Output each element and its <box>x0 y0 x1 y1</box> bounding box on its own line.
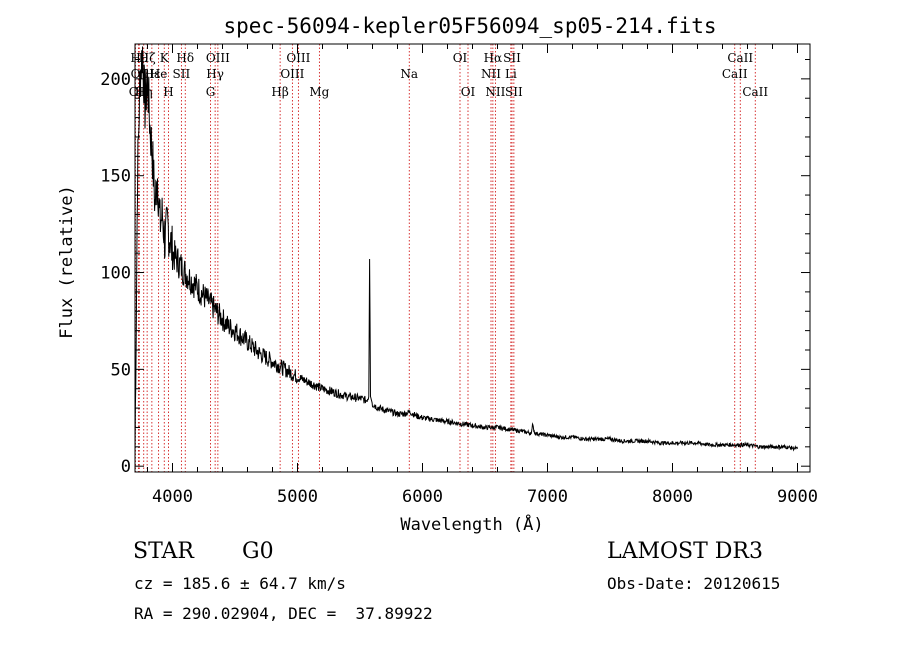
line-marker-label: H <box>163 85 173 99</box>
line-marker-label: CaII <box>722 67 748 81</box>
line-marker-label: O <box>131 67 141 81</box>
x-tick-label: 4000 <box>152 487 193 507</box>
line-marker-label: OIII <box>206 51 230 65</box>
emission-line-markers <box>135 44 756 472</box>
line-marker-label: SII <box>503 51 521 65</box>
line-marker-label: OIII <box>286 51 310 65</box>
line-marker-label: He <box>150 67 168 81</box>
line-marker-label: K <box>160 51 170 65</box>
line-marker-label: OIII <box>280 67 304 81</box>
line-marker-label: Hγ <box>206 67 224 81</box>
y-axis-ticks: 0 50 100 150 200 <box>100 58 810 477</box>
x-tick-label: 6000 <box>402 487 443 507</box>
x-tick-label: 5000 <box>277 487 318 507</box>
spectrum-line <box>134 46 798 458</box>
emission-line-labels: OOIIHθHηHζHεHeKHSIIHδGHγOIIIHβOIIIOIIIMg… <box>129 51 769 99</box>
line-marker-label: OI <box>453 51 468 65</box>
line-marker-label: Mg <box>309 85 329 99</box>
line-marker-label: OI <box>461 85 476 99</box>
line-marker-label: CaII <box>727 51 753 65</box>
x-tick-label: 7000 <box>527 487 568 507</box>
chart-title: spec-56094-kepler05F56094_sp05-214.fits <box>223 14 716 38</box>
plot-frame <box>134 43 811 473</box>
x-axis-label: Wavelength (Å) <box>400 513 543 535</box>
line-marker-label: SII <box>505 85 523 99</box>
line-marker-label: G <box>206 85 216 99</box>
line-marker-label: Hα <box>484 51 503 65</box>
redshift-text: cz = 185.6 ± 64.7 km/s <box>134 574 346 593</box>
y-tick-label: 100 <box>100 264 131 284</box>
y-axis-label: Flux (relative) <box>57 185 77 339</box>
y-tick-label: 150 <box>100 167 131 187</box>
line-marker-label: Li <box>505 67 517 81</box>
x-tick-label: 9000 <box>777 487 818 507</box>
line-marker-label: Hβ <box>271 85 288 99</box>
x-tick-label: 8000 <box>652 487 693 507</box>
line-marker-label: Hδ <box>176 51 194 65</box>
subclass-label: G0 <box>242 539 274 564</box>
y-tick-label: 200 <box>100 70 131 90</box>
classification-label: STAR <box>133 539 194 564</box>
line-marker-label: NII <box>485 85 505 99</box>
line-marker-label: Na <box>400 67 418 81</box>
coordinates-text: RA = 290.02904, DEC = 37.89922 <box>134 604 433 623</box>
obs-date-text: Obs-Date: 20120615 <box>607 574 781 593</box>
survey-label: LAMOST DR3 <box>607 539 763 564</box>
x-axis-ticks: 4000 5000 6000 7000 8000 9000 <box>147 44 818 507</box>
y-tick-label: 0 <box>121 457 131 477</box>
line-marker-label: SII <box>173 67 191 81</box>
line-marker-label: NII <box>481 67 501 81</box>
y-tick-label: 50 <box>111 360 131 380</box>
line-marker-label: CaII <box>742 85 768 99</box>
